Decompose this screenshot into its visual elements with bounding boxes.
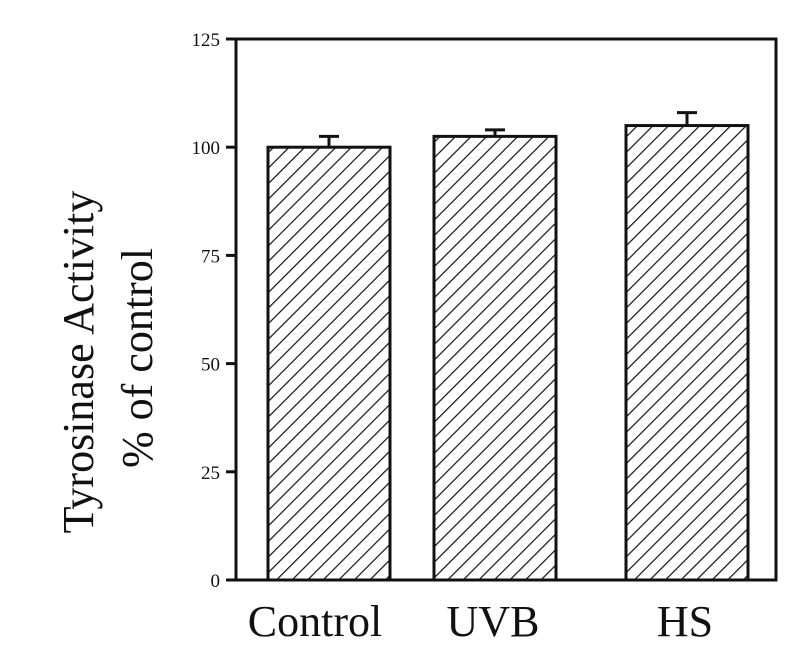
x-category-label: Control	[248, 597, 382, 646]
y-axis-title-line1: Tyrosinase Activity	[54, 191, 103, 534]
bar-control	[266, 145, 392, 582]
y-axis-title: Tyrosinase Activity % of control	[54, 191, 162, 534]
y-tick-label: 0	[211, 571, 221, 592]
y-tick-label: 75	[201, 246, 220, 267]
x-category-label: UVB	[447, 597, 540, 646]
bar-uvb	[432, 134, 558, 582]
y-tick-label: 25	[201, 463, 220, 484]
y-tick-label: 125	[192, 30, 221, 51]
y-tick-label: 50	[201, 355, 220, 376]
bar-hs	[624, 124, 750, 582]
plot-area: 0 25 50 75 100 125 Control UVB HS	[192, 30, 778, 646]
x-category-label: HS	[657, 597, 713, 646]
y-tick-label: 100	[192, 138, 221, 159]
y-axis-title-line2: % of control	[113, 248, 162, 468]
